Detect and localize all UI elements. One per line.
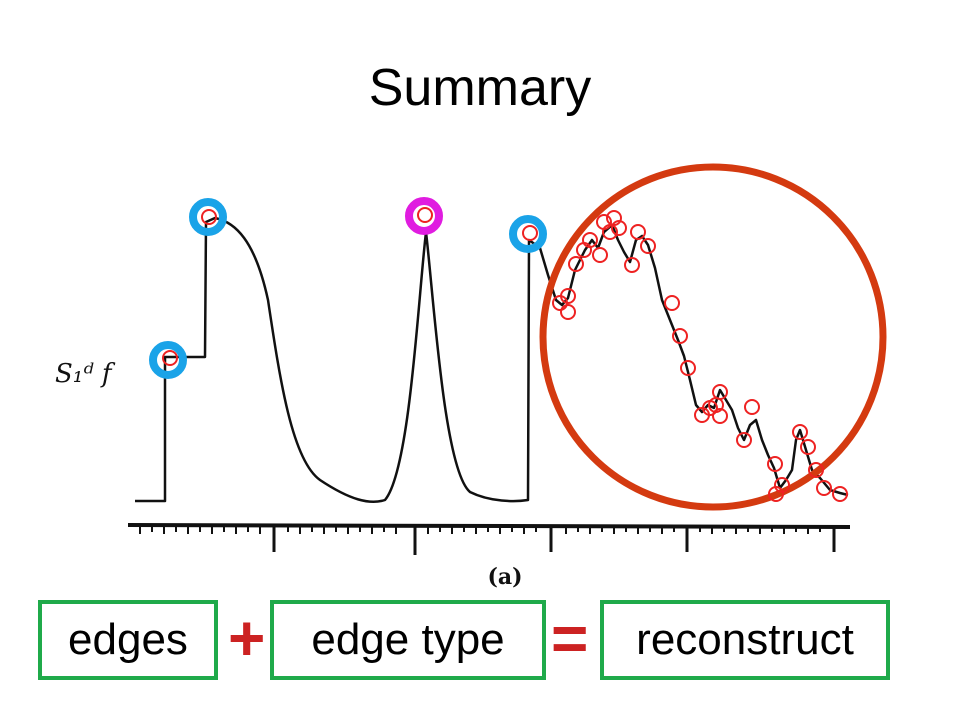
small-edge-marker <box>630 224 646 240</box>
small-edge-marker <box>808 462 824 478</box>
small-edge-marker <box>736 432 752 448</box>
small-edge-marker <box>201 209 217 225</box>
small-edge-marker <box>816 480 832 496</box>
small-edge-marker <box>606 210 622 226</box>
small-edge-marker <box>611 220 627 236</box>
small-edge-marker <box>712 408 728 424</box>
small-edge-marker <box>592 247 608 263</box>
signal-curve <box>135 216 849 504</box>
edges-box: edges <box>38 600 218 680</box>
reconstruct-box: reconstruct <box>600 600 890 680</box>
edge-marker-blue <box>509 215 547 253</box>
small-edge-marker <box>162 350 178 366</box>
reconstruct-label: reconstruct <box>636 615 854 664</box>
small-edge-marker <box>560 304 576 320</box>
small-edge-marker <box>582 232 598 248</box>
edge-marker-blue <box>149 341 187 379</box>
small-edge-marker <box>417 207 433 223</box>
plus-operator: + <box>228 602 266 674</box>
small-edge-marker <box>800 439 816 455</box>
x-axis <box>127 523 851 555</box>
small-edge-marker <box>664 295 680 311</box>
small-edge-marker <box>522 225 538 241</box>
edge-type-box: edge type <box>270 600 546 680</box>
small-edge-marker <box>680 360 696 376</box>
figure-caption: (a) <box>487 564 522 590</box>
small-edge-marker <box>568 256 584 272</box>
small-edge-marker <box>712 384 728 400</box>
small-edge-markers <box>162 207 848 502</box>
small-edge-marker <box>672 328 688 344</box>
small-edge-marker <box>602 224 618 240</box>
small-edge-marker <box>767 456 783 472</box>
equals-operator: = <box>551 602 589 674</box>
edge-marker-magenta <box>405 197 443 235</box>
small-edge-marker <box>560 288 576 304</box>
signal-label: S₁ᵈ f <box>55 359 116 389</box>
small-edge-marker <box>832 486 848 502</box>
small-edge-marker <box>624 257 640 273</box>
small-edge-marker <box>792 424 808 440</box>
small-edge-marker <box>774 477 790 493</box>
noisy-region-circle <box>539 163 887 511</box>
small-edge-marker <box>744 399 760 415</box>
edge-marker-blue <box>189 198 227 236</box>
edges-label: edges <box>68 615 188 664</box>
small-edge-marker <box>640 238 656 254</box>
edge-type-label: edge type <box>311 615 505 664</box>
slide-title: Summary <box>368 59 592 117</box>
